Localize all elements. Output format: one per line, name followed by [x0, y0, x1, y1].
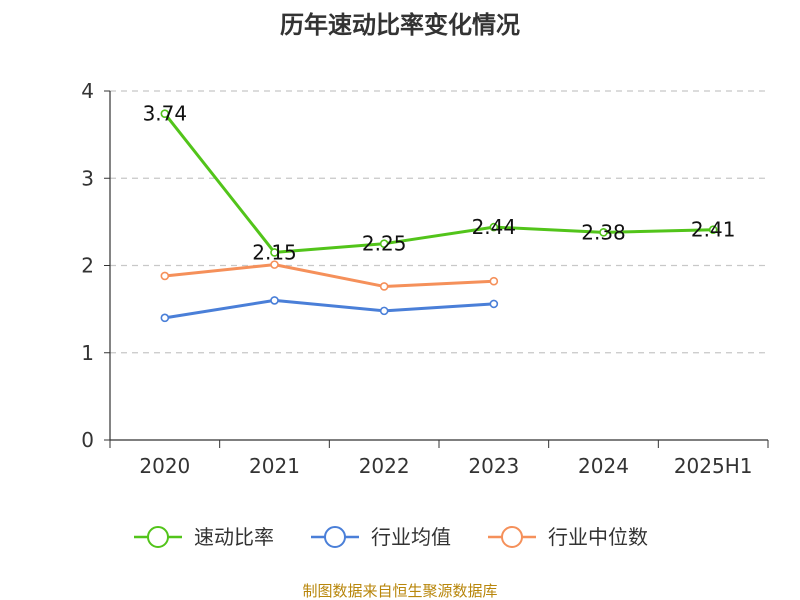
- series-line-1: [163, 298, 496, 320]
- data-label: 2.15: [252, 240, 297, 264]
- data-point[interactable]: [270, 248, 279, 257]
- data-point[interactable]: [160, 271, 170, 281]
- data-point[interactable]: [379, 239, 389, 248]
- data-point[interactable]: [379, 306, 389, 316]
- x-tick-label: 2020: [139, 454, 190, 478]
- legend-label: 行业中位数: [548, 525, 648, 549]
- data-point[interactable]: [489, 276, 499, 286]
- data-point[interactable]: [160, 313, 170, 323]
- data-point[interactable]: [489, 222, 499, 232]
- data-point[interactable]: [489, 299, 499, 309]
- legend-label: 速动比率: [194, 525, 274, 549]
- x-tick-label: 2021: [249, 454, 300, 478]
- grid: [110, 90, 768, 354]
- data-point[interactable]: [270, 296, 279, 305]
- axes: 0 1 2 3 4 2020 2021 2022 2023 2024 2025H1: [81, 79, 769, 478]
- legend-item-2[interactable]: 行业中位数: [488, 525, 648, 549]
- data-point[interactable]: [708, 225, 718, 235]
- data-point[interactable]: [160, 109, 170, 118]
- data-label: 2.44: [472, 215, 517, 239]
- data-labels: 3.74 2.15 2.25 2.44 2.38 2.41: [143, 102, 736, 265]
- data-label: 2.25: [362, 232, 407, 256]
- legend-item-1[interactable]: 行业均值: [311, 525, 451, 549]
- data-label: 2.38: [581, 220, 626, 244]
- x-tick-label: 2025H1: [674, 454, 753, 478]
- legend-marker: [324, 526, 346, 548]
- y-tick-label: 2: [81, 254, 94, 278]
- x-tick-label: 2024: [578, 454, 629, 478]
- x-tick-label: 2023: [468, 454, 519, 478]
- series: [160, 109, 718, 323]
- y-tick-label: 0: [81, 428, 94, 452]
- legend-label: 行业均值: [371, 525, 451, 549]
- data-point[interactable]: [379, 282, 389, 291]
- series-line-2: [163, 263, 496, 288]
- x-tick-label: 2022: [359, 454, 410, 478]
- legend-item-0[interactable]: 速动比率: [134, 525, 274, 549]
- source-note: 制图数据来自恒生聚源数据库: [302, 582, 497, 600]
- series-line-0: [163, 112, 715, 254]
- data-point[interactable]: [270, 260, 279, 269]
- y-tick-label: 1: [81, 341, 94, 365]
- legend[interactable]: 速动比率 行业均值 行业中位数: [134, 525, 648, 549]
- data-label: 3.74: [143, 102, 188, 126]
- y-tick-label: 4: [81, 79, 94, 103]
- chart-title: 历年速动比率变化情况: [280, 11, 520, 39]
- legend-marker: [147, 526, 169, 548]
- legend-marker: [501, 526, 523, 548]
- data-label: 2.41: [691, 218, 736, 242]
- y-tick-label: 3: [81, 166, 94, 190]
- data-point[interactable]: [599, 228, 608, 237]
